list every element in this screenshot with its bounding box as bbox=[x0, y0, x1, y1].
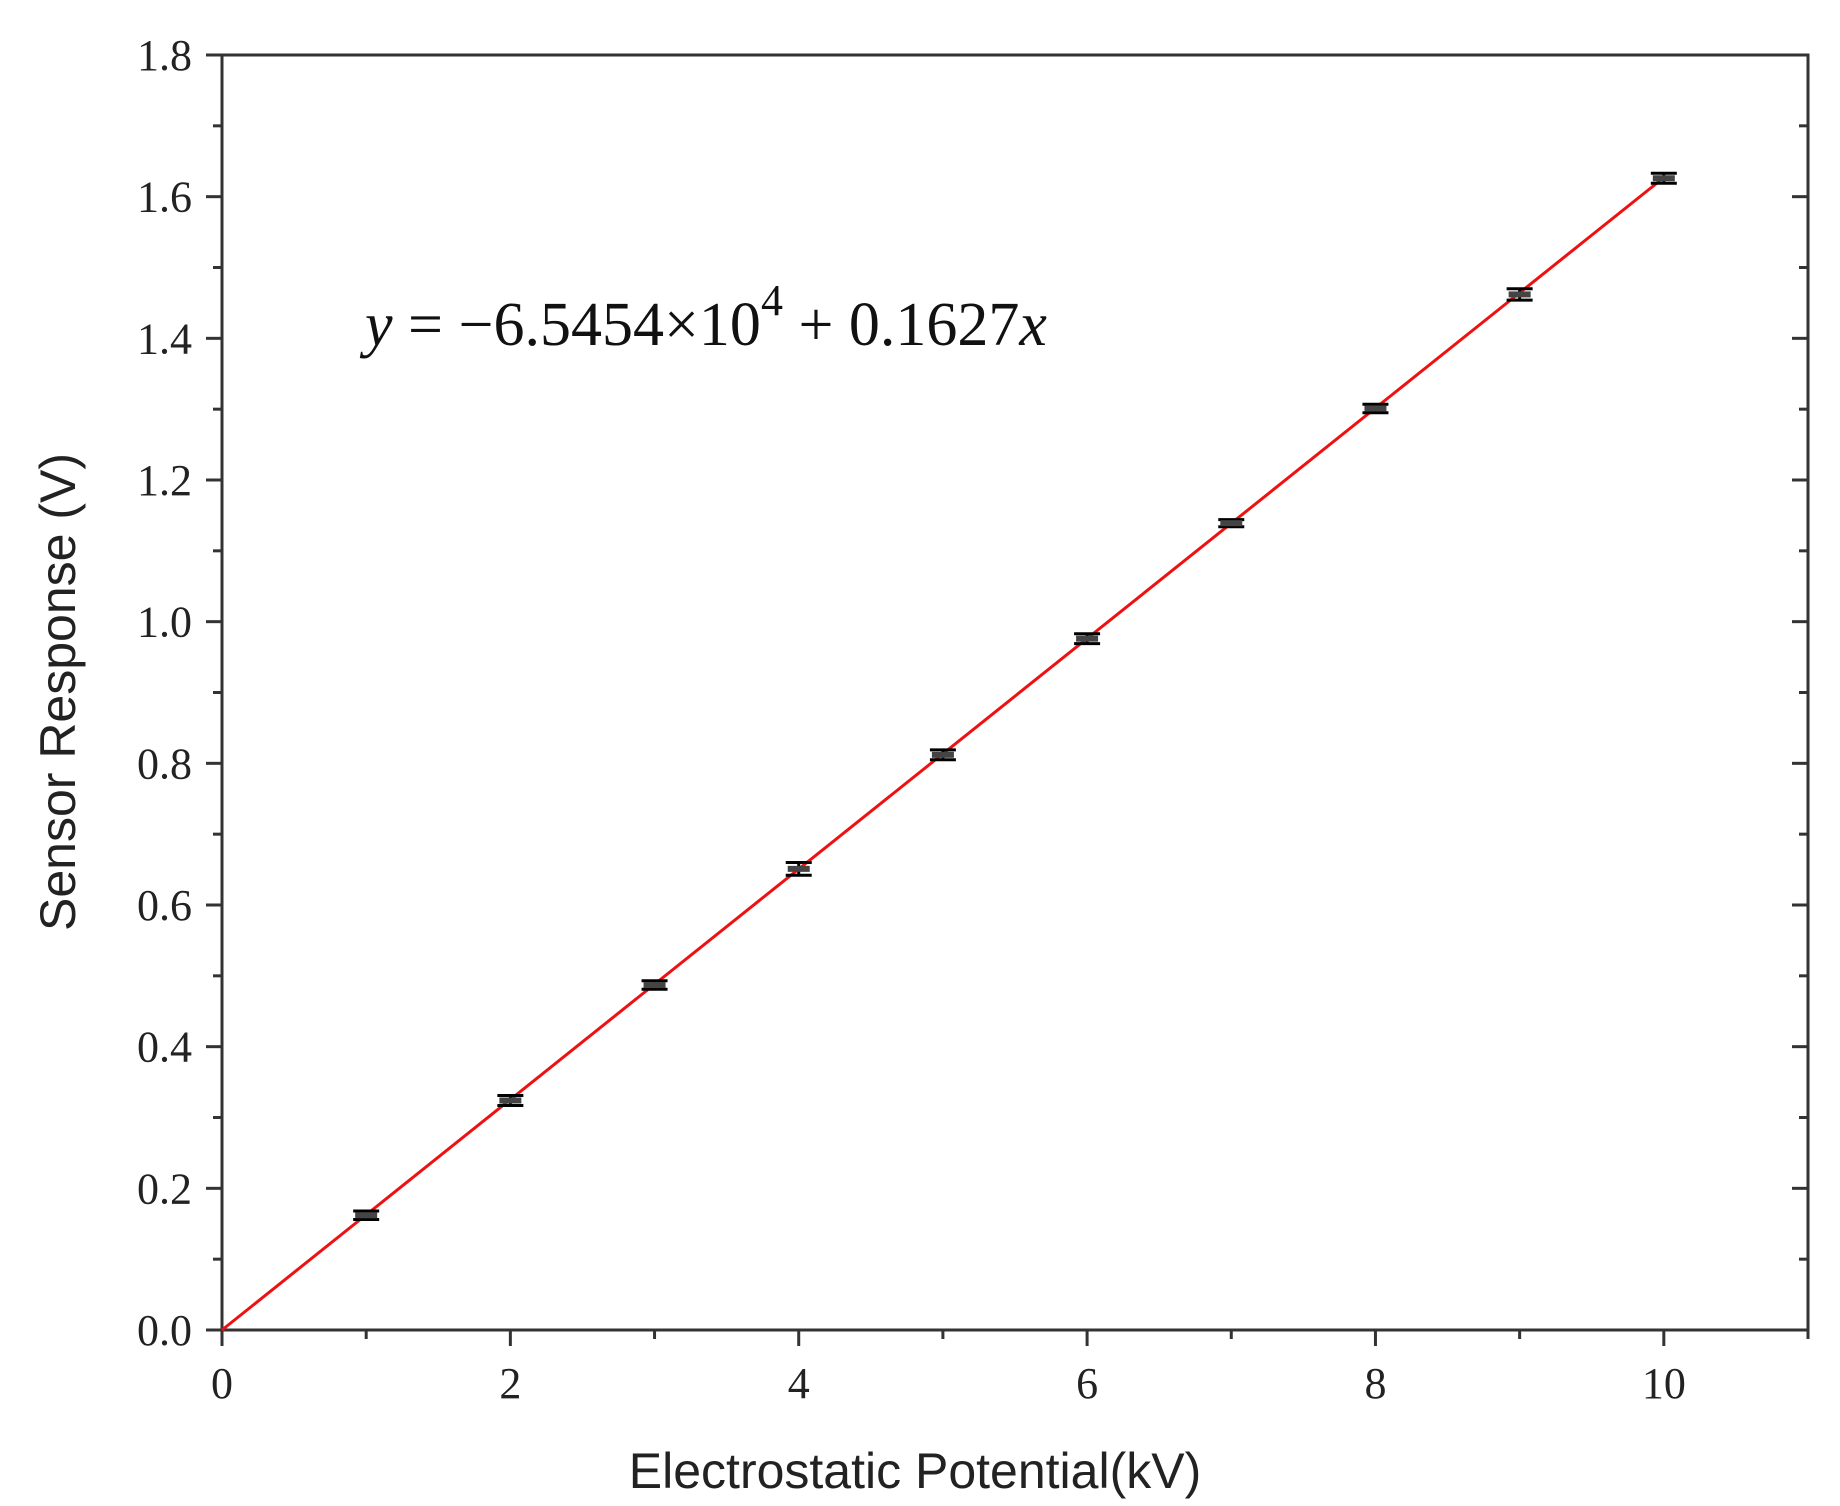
y-tick-label: 0.8 bbox=[137, 739, 192, 788]
point-marker bbox=[1076, 635, 1099, 642]
data-point bbox=[1650, 171, 1677, 185]
point-marker bbox=[1508, 291, 1531, 298]
data-point bbox=[1218, 518, 1245, 529]
y-axis-title: Sensor Response (V) bbox=[30, 453, 86, 931]
x-tick-label: 6 bbox=[1076, 1359, 1098, 1408]
equation-plus-term: + 0.1627 bbox=[783, 291, 1019, 359]
point-marker bbox=[1652, 175, 1675, 182]
data-point bbox=[497, 1094, 524, 1107]
equation-var: x bbox=[1018, 291, 1047, 359]
point-marker bbox=[355, 1212, 378, 1219]
data-point bbox=[353, 1209, 380, 1221]
x-tick-label: 10 bbox=[1642, 1359, 1686, 1408]
point-marker bbox=[643, 982, 666, 989]
x-axis-ticks: 0 2 4 6 8 10 bbox=[211, 1330, 1810, 1408]
data-point bbox=[785, 861, 812, 877]
point-marker bbox=[1364, 405, 1387, 412]
x-tick-label: 2 bbox=[499, 1359, 521, 1408]
equation-coefficient: −6.5454×10 bbox=[459, 291, 761, 359]
y-tick-label: 1.2 bbox=[137, 456, 192, 505]
data-point bbox=[929, 748, 956, 762]
data-points-layer bbox=[353, 171, 1677, 1221]
x-tick-label: 8 bbox=[1364, 1359, 1386, 1408]
point-marker bbox=[499, 1097, 522, 1104]
y-tick-label: 1.4 bbox=[137, 314, 192, 363]
y-tick-label: 0.4 bbox=[137, 1023, 192, 1072]
equation-exponent: 4 bbox=[761, 276, 783, 325]
data-point bbox=[1074, 632, 1101, 646]
x-axis-title: Electrostatic Potential(kV) bbox=[629, 1443, 1201, 1499]
y-tick-label: 0.6 bbox=[137, 881, 192, 930]
equation-lhs: y bbox=[359, 291, 393, 359]
y-tick-label: 0.2 bbox=[137, 1164, 192, 1213]
y-tick-label: 1.8 bbox=[137, 31, 192, 80]
equation-equals: = bbox=[393, 291, 459, 359]
fit-equation: y = −6.5454×104 + 0.1627x bbox=[359, 276, 1047, 359]
point-marker bbox=[787, 865, 810, 872]
y-tick-label: 1.6 bbox=[137, 173, 192, 222]
x-tick-label: 4 bbox=[788, 1359, 810, 1408]
point-marker bbox=[931, 751, 954, 758]
data-point bbox=[641, 979, 668, 991]
y-axis-ticks: 0.0 0.2 0.4 0.6 0.8 1.0 1.2 1.4 1.6 1.8 bbox=[137, 31, 1808, 1355]
y-tick-label: 0.0 bbox=[137, 1306, 192, 1355]
point-marker bbox=[1220, 520, 1243, 527]
data-point bbox=[1506, 287, 1533, 302]
x-tick-label: 0 bbox=[211, 1359, 233, 1408]
data-point bbox=[1362, 402, 1389, 415]
y-tick-label: 1.0 bbox=[137, 598, 192, 647]
